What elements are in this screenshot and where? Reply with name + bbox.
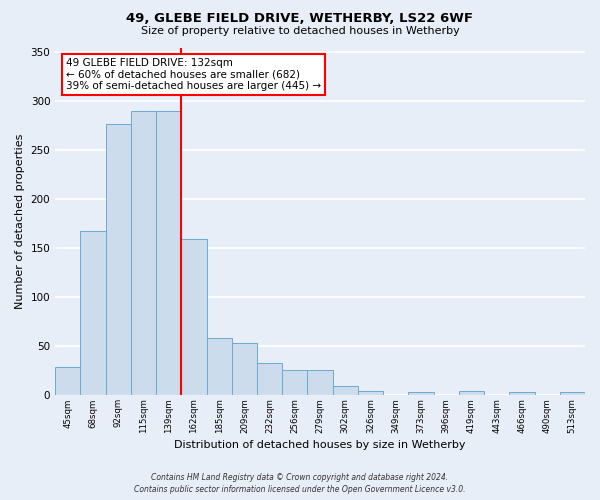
Text: Contains HM Land Registry data © Crown copyright and database right 2024.
Contai: Contains HM Land Registry data © Crown c…: [134, 472, 466, 494]
Bar: [560, 392, 585, 396]
Text: Size of property relative to detached houses in Wetherby: Size of property relative to detached ho…: [140, 26, 460, 36]
Bar: [307, 370, 332, 396]
Bar: [181, 238, 206, 396]
Bar: [358, 390, 383, 396]
Text: 49 GLEBE FIELD DRIVE: 132sqm
← 60% of detached houses are smaller (682)
39% of s: 49 GLEBE FIELD DRIVE: 132sqm ← 60% of de…: [66, 58, 321, 91]
Bar: [80, 231, 106, 396]
X-axis label: Distribution of detached houses by size in Wetherby: Distribution of detached houses by size …: [175, 440, 466, 450]
Bar: [332, 386, 358, 396]
Text: 49, GLEBE FIELD DRIVE, WETHERBY, LS22 6WF: 49, GLEBE FIELD DRIVE, WETHERBY, LS22 6W…: [127, 12, 473, 26]
Bar: [232, 344, 257, 396]
Bar: [509, 392, 535, 396]
Bar: [55, 367, 80, 396]
Bar: [131, 111, 156, 396]
Bar: [459, 392, 484, 396]
Bar: [106, 124, 131, 396]
Bar: [206, 338, 232, 396]
Bar: [282, 370, 307, 396]
Bar: [409, 392, 434, 396]
Bar: [156, 111, 181, 396]
Bar: [257, 363, 282, 396]
Y-axis label: Number of detached properties: Number of detached properties: [15, 134, 25, 309]
